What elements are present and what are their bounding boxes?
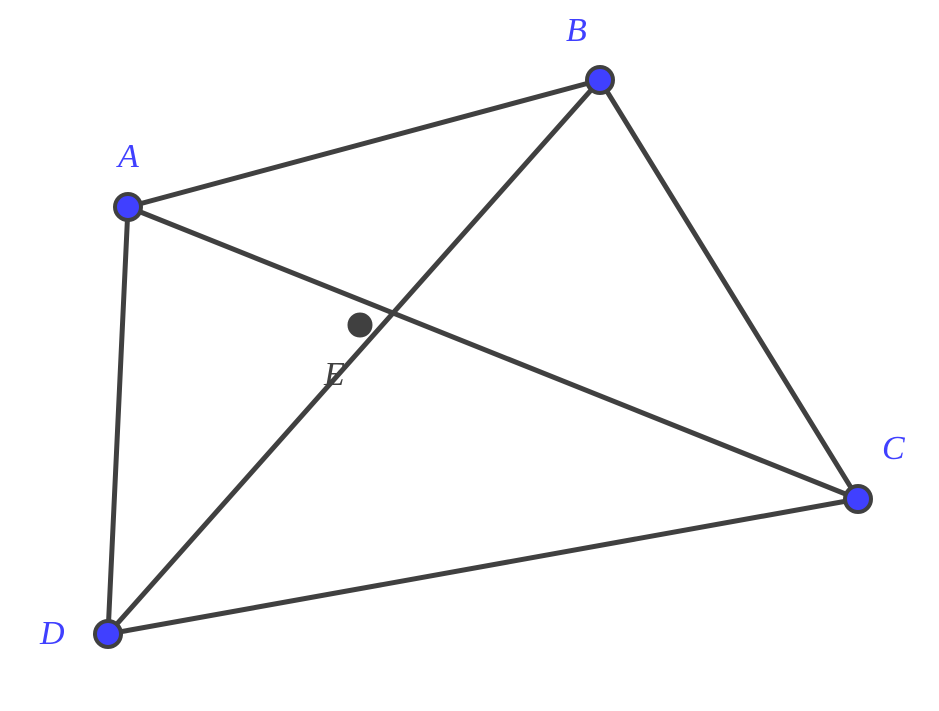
edge-D-A xyxy=(108,207,128,634)
geometry-diagram xyxy=(0,0,939,711)
node-B xyxy=(587,67,613,93)
node-C xyxy=(845,486,871,512)
edge-A-B xyxy=(128,80,600,207)
edge-D-B xyxy=(108,80,600,634)
node-A xyxy=(115,194,141,220)
node-D xyxy=(95,621,121,647)
edge-C-D xyxy=(108,499,858,634)
edge-B-C xyxy=(600,80,858,499)
edge-A-C xyxy=(128,207,858,499)
node-E xyxy=(349,314,371,336)
